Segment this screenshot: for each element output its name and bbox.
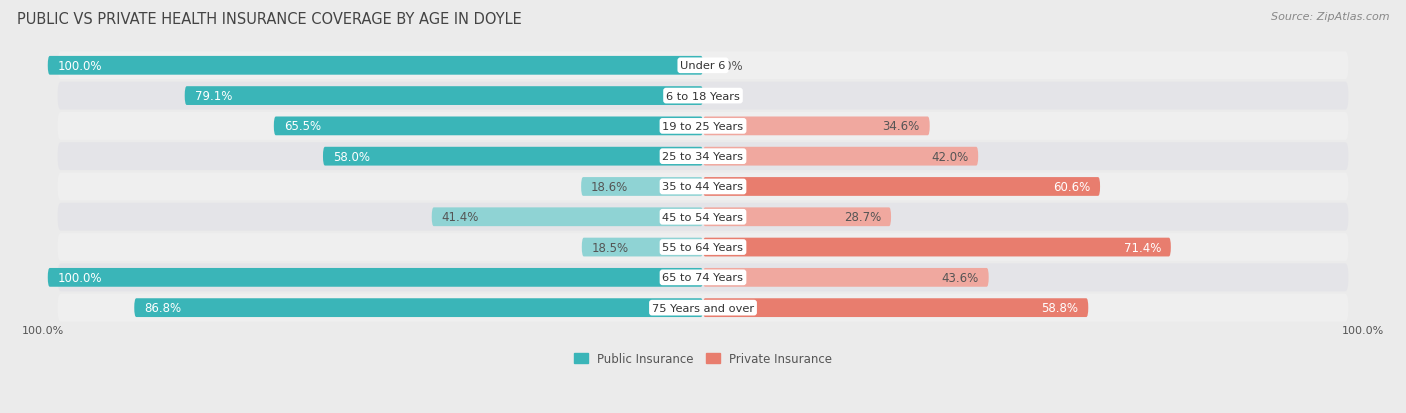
FancyBboxPatch shape (703, 178, 1099, 197)
Text: 65 to 74 Years: 65 to 74 Years (662, 273, 744, 282)
FancyBboxPatch shape (58, 203, 1348, 231)
Text: 79.1%: 79.1% (194, 90, 232, 103)
Text: 42.0%: 42.0% (931, 150, 969, 163)
Text: 6 to 18 Years: 6 to 18 Years (666, 91, 740, 101)
Text: 18.5%: 18.5% (592, 241, 628, 254)
Legend: Public Insurance, Private Insurance: Public Insurance, Private Insurance (569, 348, 837, 370)
FancyBboxPatch shape (48, 57, 703, 76)
Text: 75 Years and over: 75 Years and over (652, 303, 754, 313)
Text: 86.8%: 86.8% (143, 301, 181, 314)
Text: 58.0%: 58.0% (333, 150, 370, 163)
Text: Source: ZipAtlas.com: Source: ZipAtlas.com (1271, 12, 1389, 22)
Text: 71.4%: 71.4% (1123, 241, 1161, 254)
FancyBboxPatch shape (582, 238, 703, 257)
FancyBboxPatch shape (703, 147, 979, 166)
Text: 28.7%: 28.7% (844, 211, 882, 224)
Text: Under 6: Under 6 (681, 61, 725, 71)
FancyBboxPatch shape (703, 117, 929, 136)
FancyBboxPatch shape (274, 117, 703, 136)
FancyBboxPatch shape (58, 173, 1348, 201)
Text: 41.4%: 41.4% (441, 211, 479, 224)
FancyBboxPatch shape (58, 83, 1348, 110)
FancyBboxPatch shape (58, 234, 1348, 261)
FancyBboxPatch shape (48, 268, 703, 287)
FancyBboxPatch shape (703, 238, 1171, 257)
Text: 55 to 64 Years: 55 to 64 Years (662, 242, 744, 252)
FancyBboxPatch shape (703, 268, 988, 287)
FancyBboxPatch shape (58, 113, 1348, 140)
FancyBboxPatch shape (58, 264, 1348, 292)
Text: PUBLIC VS PRIVATE HEALTH INSURANCE COVERAGE BY AGE IN DOYLE: PUBLIC VS PRIVATE HEALTH INSURANCE COVER… (17, 12, 522, 27)
Text: 45 to 54 Years: 45 to 54 Years (662, 212, 744, 222)
FancyBboxPatch shape (323, 147, 703, 166)
FancyBboxPatch shape (134, 299, 703, 317)
Text: 0.0%: 0.0% (713, 90, 742, 103)
Text: 19 to 25 Years: 19 to 25 Years (662, 121, 744, 132)
FancyBboxPatch shape (581, 178, 703, 197)
Text: 100.0%: 100.0% (58, 271, 103, 284)
Text: 58.8%: 58.8% (1042, 301, 1078, 314)
FancyBboxPatch shape (703, 208, 891, 227)
FancyBboxPatch shape (432, 208, 703, 227)
FancyBboxPatch shape (58, 294, 1348, 322)
Text: 25 to 34 Years: 25 to 34 Years (662, 152, 744, 162)
Text: 35 to 44 Years: 35 to 44 Years (662, 182, 744, 192)
Text: 34.6%: 34.6% (883, 120, 920, 133)
Text: 100.0%: 100.0% (58, 59, 103, 73)
Text: 100.0%: 100.0% (1343, 325, 1385, 335)
Text: 100.0%: 100.0% (21, 325, 63, 335)
Text: 0.0%: 0.0% (713, 59, 742, 73)
FancyBboxPatch shape (58, 52, 1348, 80)
FancyBboxPatch shape (184, 87, 703, 106)
Text: 18.6%: 18.6% (591, 180, 628, 194)
Text: 60.6%: 60.6% (1053, 180, 1090, 194)
FancyBboxPatch shape (58, 143, 1348, 171)
Text: 43.6%: 43.6% (942, 271, 979, 284)
FancyBboxPatch shape (703, 299, 1088, 317)
Text: 65.5%: 65.5% (284, 120, 321, 133)
